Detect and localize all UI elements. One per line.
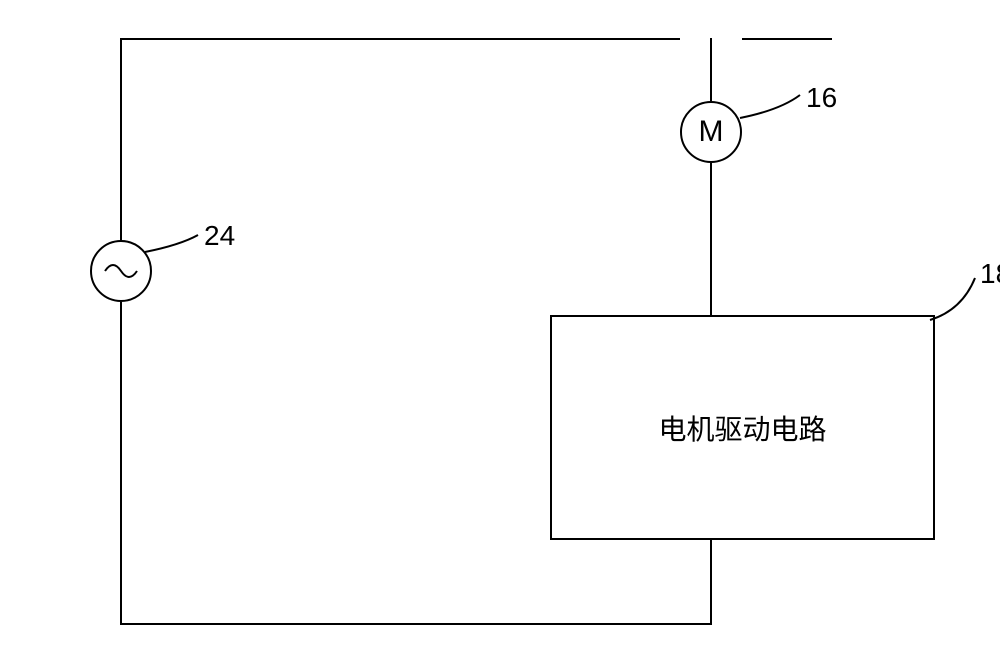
ac-source-symbol	[90, 240, 152, 302]
wire-left-upper	[120, 38, 122, 240]
wire-bottom	[120, 623, 712, 625]
motor-driver-block: 电机驱动电路	[550, 315, 935, 540]
sine-icon	[103, 261, 139, 281]
motor-symbol: M	[680, 101, 742, 163]
label-motor: 16	[806, 82, 837, 114]
wire-top-right	[742, 38, 832, 40]
wire-right-lower	[710, 540, 712, 625]
wire-right-mid	[710, 163, 712, 315]
wire-right-top-to-motor	[830, 38, 832, 40]
driver-block-text: 电机驱动电路	[658, 408, 826, 448]
wire-left-lower	[120, 302, 122, 625]
wire-top-left	[120, 38, 680, 40]
motor-letter: M	[699, 115, 724, 149]
label-source: 24	[204, 220, 235, 252]
label-block: 18	[980, 258, 1000, 290]
wire-right-top-vert	[710, 38, 712, 101]
